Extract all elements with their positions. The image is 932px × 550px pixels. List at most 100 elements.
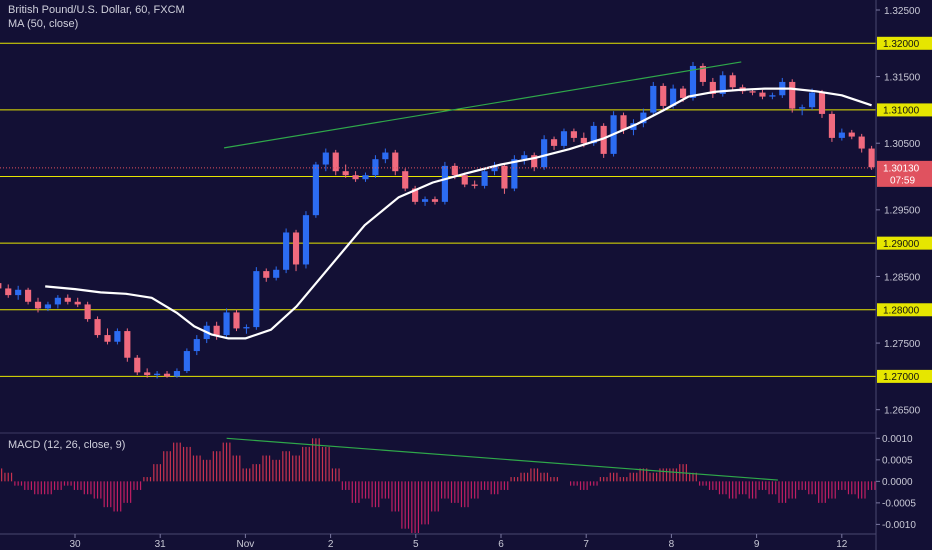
candle-body[interactable] <box>223 312 230 336</box>
candle-body[interactable] <box>15 289 22 296</box>
candle-body[interactable] <box>749 91 756 93</box>
ma-line[interactable] <box>45 87 872 340</box>
candle-body[interactable] <box>163 373 171 377</box>
candle-body[interactable] <box>660 85 667 106</box>
candle-body[interactable] <box>124 331 131 358</box>
candle-body[interactable] <box>699 65 706 82</box>
candle-body[interactable] <box>679 88 687 98</box>
candle-body[interactable] <box>600 125 607 154</box>
candle-body[interactable] <box>670 88 677 106</box>
candle-body[interactable] <box>25 289 32 302</box>
candle-body[interactable] <box>431 199 439 202</box>
time-tick-label: 30 <box>69 539 81 550</box>
candle-body[interactable] <box>0 283 2 289</box>
candle-body[interactable] <box>54 297 61 305</box>
candle-body[interactable] <box>362 175 369 180</box>
candle-body[interactable] <box>302 215 310 265</box>
candle-body[interactable] <box>491 165 498 172</box>
candle-body[interactable] <box>580 137 587 144</box>
time-tick-label: 7 <box>583 539 589 550</box>
candle-body[interactable] <box>640 112 647 124</box>
candle-body[interactable] <box>848 132 855 137</box>
candle-body[interactable] <box>253 271 260 328</box>
candle-body[interactable] <box>570 131 577 138</box>
candle-body[interactable] <box>620 115 627 130</box>
candle-body[interactable] <box>769 95 776 97</box>
candle-body[interactable] <box>372 159 379 176</box>
macd-axis[interactable]: 0.0010 0.0005 0.0000 -0.0005 -0.0010 <box>876 434 916 531</box>
time-tick-label: 12 <box>836 539 848 550</box>
candle-body[interactable] <box>818 92 826 114</box>
candle-body[interactable] <box>550 139 558 146</box>
candle-body[interactable] <box>183 351 190 372</box>
candle-body[interactable] <box>471 184 478 186</box>
candle-body[interactable] <box>382 152 389 160</box>
candle-body[interactable] <box>838 132 845 138</box>
candle-body[interactable] <box>759 92 766 97</box>
macd-pane[interactable] <box>0 437 876 533</box>
candle-body[interactable] <box>501 165 508 189</box>
candle-body[interactable] <box>312 164 319 216</box>
candle-body[interactable] <box>44 304 52 309</box>
candle-body[interactable] <box>193 339 200 352</box>
candle-body[interactable] <box>451 165 458 176</box>
candle-body[interactable] <box>868 148 875 168</box>
candle-body[interactable] <box>789 81 796 109</box>
candle-body[interactable] <box>650 85 657 113</box>
candle-body[interactable] <box>412 188 419 202</box>
candle-body[interactable] <box>352 175 359 180</box>
candle-body[interactable] <box>402 171 409 189</box>
candle-body[interactable] <box>531 155 538 168</box>
candle-body[interactable] <box>441 165 448 202</box>
candle-body[interactable] <box>461 175 468 185</box>
candle-body[interactable] <box>263 271 270 278</box>
candle-body[interactable] <box>709 81 716 94</box>
candle-body[interactable] <box>5 288 12 296</box>
candle-body[interactable] <box>84 304 91 320</box>
candle-body[interactable] <box>560 131 568 146</box>
candle-body[interactable] <box>729 75 736 88</box>
candle-body[interactable] <box>114 331 121 342</box>
candle-body[interactable] <box>392 152 399 172</box>
candle-body[interactable] <box>134 357 141 373</box>
candle-body[interactable] <box>104 335 111 342</box>
price-axis[interactable]: 1.320001.310001.300001.290001.280001.270… <box>876 6 932 417</box>
candle-body[interactable] <box>590 125 597 144</box>
candle-body[interactable] <box>34 301 42 309</box>
candle-body[interactable] <box>173 371 181 377</box>
candle-body[interactable] <box>213 325 220 336</box>
candle-body[interactable] <box>64 297 71 302</box>
bar-countdown: 07:59 <box>890 175 915 186</box>
candle-body[interactable] <box>273 269 280 278</box>
candle-body[interactable] <box>689 65 697 98</box>
price-pane[interactable] <box>0 42 876 379</box>
time-tick-label: 9 <box>754 539 760 550</box>
candle-body[interactable] <box>322 152 329 165</box>
candle-body[interactable] <box>94 319 101 336</box>
candle-body[interactable] <box>74 301 81 305</box>
candle-body[interactable] <box>719 75 726 94</box>
candle-body[interactable] <box>541 139 548 168</box>
candle-body[interactable] <box>154 373 161 376</box>
candle-body[interactable] <box>858 136 865 149</box>
price-trend-line[interactable] <box>224 61 742 149</box>
level-price-label: 1.27000 <box>883 372 920 383</box>
macd-tick-label: 0.0000 <box>882 477 913 488</box>
candle-body[interactable] <box>809 92 816 108</box>
candle-body[interactable] <box>511 159 518 189</box>
candle-body[interactable] <box>828 113 836 138</box>
macd-trend-line[interactable] <box>226 437 778 481</box>
last-price-label: 1.30130 <box>883 163 920 174</box>
candle-body[interactable] <box>144 372 151 376</box>
candle-body[interactable] <box>799 107 806 109</box>
candle-body[interactable] <box>233 312 240 329</box>
time-axis[interactable]: 30 31 Nov 2 5 6 7 8 9 12 <box>69 534 848 550</box>
candle-body[interactable] <box>332 152 339 172</box>
candle-body[interactable] <box>342 171 349 176</box>
candle-body[interactable] <box>481 171 488 186</box>
candle-body[interactable] <box>421 199 429 202</box>
candle-body[interactable] <box>283 232 290 270</box>
candle-body[interactable] <box>521 155 528 160</box>
candle-body[interactable] <box>292 232 300 265</box>
candle-body[interactable] <box>243 327 250 329</box>
